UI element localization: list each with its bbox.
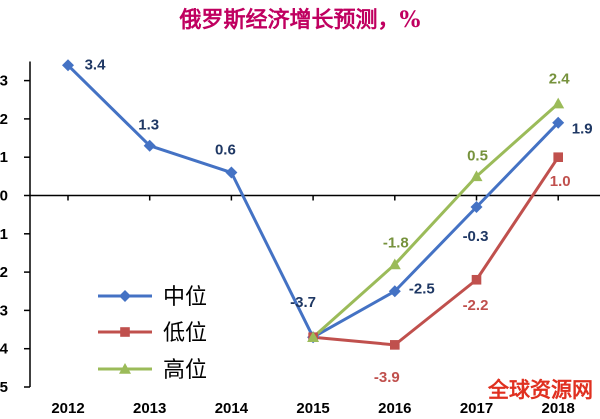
- chart-title: 俄罗斯经济增长预测，%: [179, 7, 421, 33]
- data-point-low: [471, 274, 482, 285]
- legend-label-low: 低位: [163, 321, 207, 346]
- data-label-mid: -2.5: [409, 280, 435, 297]
- data-point-mid: [225, 166, 238, 179]
- x-tick-label: 2017: [460, 400, 493, 417]
- data-point-high: [470, 170, 483, 182]
- data-point-high: [307, 331, 320, 343]
- y-tick-label: 3: [0, 73, 8, 90]
- series-line-high: [312, 102, 560, 339]
- y-tick-label: -4: [0, 341, 9, 358]
- y-axis-ticks: 3 2 1 0 -1 -2 -3 -4 -5: [0, 73, 30, 396]
- data-label-mid: -3.7: [290, 294, 316, 311]
- y-tick-label: -5: [0, 379, 8, 396]
- data-point-mid: [552, 116, 565, 129]
- x-tick-label: 2014: [215, 400, 249, 417]
- y-tick-label: -2: [0, 264, 8, 281]
- y-tick-label: -3: [0, 302, 8, 319]
- data-point-high: [552, 97, 565, 109]
- data-label-low: 1.0: [550, 173, 571, 190]
- data-label-mid: 3.4: [85, 56, 107, 73]
- legend-label-high: 高位: [163, 358, 207, 383]
- data-point-mid: [470, 200, 483, 213]
- data-point-low: [390, 340, 400, 350]
- y-tick-label: 2: [0, 111, 8, 128]
- watermark-text: 全球资源网: [487, 378, 593, 402]
- y-tick-label: -1: [0, 226, 8, 243]
- y-tick-label: 0: [0, 188, 8, 205]
- series-line-low: [312, 156, 560, 347]
- data-label-mid: 0.6: [215, 142, 236, 159]
- data-point-mid: [388, 285, 401, 298]
- data-label-mid: 1.3: [138, 117, 159, 134]
- data-label-low: -3.9: [374, 369, 400, 386]
- legend-marker-mid: [119, 290, 131, 302]
- legend-label-mid: 中位: [163, 285, 207, 310]
- data-point-high: [388, 258, 401, 270]
- data-label-high: 0.5: [467, 147, 488, 164]
- data-point-mid: [62, 59, 74, 72]
- x-tick-label: 2016: [378, 400, 411, 417]
- x-axis-ticks: 2012 2013 2014 2015 2016 2017 2018: [51, 195, 575, 417]
- x-tick-label: 2012: [51, 400, 84, 417]
- x-tick-label: 2018: [542, 400, 575, 417]
- data-label-low: -2.2: [463, 297, 489, 314]
- data-label-high: -1.8: [383, 234, 409, 251]
- y-tick-label: 1: [0, 149, 8, 166]
- data-label-high: 2.4: [549, 71, 571, 88]
- x-tick-label: 2015: [296, 400, 329, 417]
- data-point-mid: [143, 139, 156, 152]
- legend-marker-low: [120, 327, 130, 337]
- data-labels: 3.4 1.3 0.6 -3.7 -2.5 -0.3 1.9 -3.9 -2.2 1.0 -1.8 0…: [85, 56, 593, 386]
- legend-marker-high: [119, 363, 131, 374]
- data-label-mid: -0.3: [463, 228, 489, 245]
- axes: [29, 61, 600, 387]
- series-markers: [62, 59, 565, 350]
- data-point-low: [553, 152, 563, 162]
- data-label-mid: 1.9: [572, 121, 593, 138]
- x-tick-label: 2013: [133, 400, 166, 417]
